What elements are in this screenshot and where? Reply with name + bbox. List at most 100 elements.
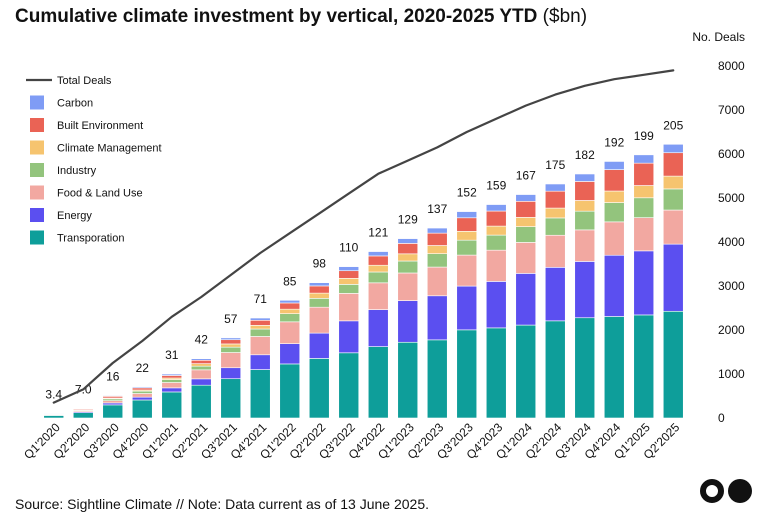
bar-industry-q4-2023 <box>485 234 507 251</box>
bar-carbon-q2-2023 <box>426 227 448 234</box>
bar-built-environment-q1-2025 <box>633 162 655 186</box>
right-tick-1000: 1000 <box>718 367 745 381</box>
total-label-q3-2024: 182 <box>575 148 595 162</box>
right-tick-2000: 2000 <box>718 323 745 337</box>
bar-built-environment-q2-2021 <box>190 359 212 364</box>
legend-label-industry: Industry <box>57 165 97 177</box>
bar-stack-q4-2024 <box>603 161 625 419</box>
bar-food-land-use-q3-2020 <box>102 400 124 404</box>
bar-built-environment-q2-2025 <box>662 152 684 177</box>
bar-energy-q3-2021 <box>220 367 242 380</box>
legend-label-climate-management: Climate Management <box>57 143 162 155</box>
total-label-q4-2024: 192 <box>604 135 624 149</box>
bar-climate-management-q4-2024 <box>603 190 625 203</box>
bar-transporation-q4-2023 <box>485 327 507 419</box>
bar-stack-q4-2021 <box>249 317 271 419</box>
bar-industry-q4-2021 <box>249 328 271 337</box>
bar-food-land-use-q1-2022 <box>279 321 301 344</box>
bar-food-land-use-q3-2021 <box>220 352 242 369</box>
bar-built-environment-q1-2024 <box>515 201 537 218</box>
bar-carbon-q3-2023 <box>456 211 478 219</box>
bar-climate-management-q2-2022 <box>308 292 330 299</box>
total-label-q1-2020: 3.4 <box>45 387 62 401</box>
bar-food-land-use-q1-2025 <box>633 217 655 252</box>
bar-climate-management-q1-2022 <box>279 308 301 314</box>
bar-transporation-q2-2020 <box>72 412 94 419</box>
total-label-q1-2022: 85 <box>283 274 297 288</box>
total-labels-group: 3.4 7.01622314257718598110121129137152159… <box>45 118 683 401</box>
bar-climate-management-q2-2024 <box>544 207 566 219</box>
bar-carbon-q1-2021 <box>161 373 183 376</box>
bar-stack-q1-2020 <box>43 413 65 419</box>
bar-energy-q1-2021 <box>161 387 183 393</box>
bar-built-environment-q3-2022 <box>338 270 360 279</box>
legend-swatch-energy <box>30 208 44 222</box>
bar-food-land-use-q2-2021 <box>190 369 212 380</box>
bar-built-environment-q1-2022 <box>279 302 301 310</box>
bar-stack-q3-2022 <box>338 266 360 419</box>
bar-stack-q3-2024 <box>574 173 596 419</box>
bar-stack-q4-2022 <box>367 251 389 419</box>
total-label-q2-2021: 42 <box>195 333 209 347</box>
bar-stack-q4-2020 <box>131 386 153 419</box>
bar-carbon-q2-2024 <box>544 183 566 192</box>
bar-carbon-q2-2025 <box>662 143 684 154</box>
bars-group <box>43 143 684 419</box>
total-label-q4-2022: 121 <box>368 226 388 240</box>
bar-built-environment-q2-2024 <box>544 190 566 209</box>
bar-food-land-use-q4-2024 <box>603 221 625 256</box>
bar-industry-q3-2024 <box>574 210 596 231</box>
bar-climate-management-q4-2023 <box>485 225 507 236</box>
total-label-q3-2023: 152 <box>457 186 477 200</box>
bar-carbon-q3-2024 <box>574 173 596 182</box>
bar-carbon-q4-2020 <box>131 386 153 389</box>
bar-stack-q2-2020 <box>72 407 94 419</box>
bar-transporation-q4-2022 <box>367 346 389 419</box>
total-label-q4-2023: 159 <box>486 179 506 193</box>
sightline-logo <box>700 479 752 503</box>
bar-stack-q3-2020 <box>102 395 124 419</box>
bar-energy-q3-2023 <box>456 285 478 331</box>
source-note: Source: Sightline Climate // Note: Data … <box>15 496 430 512</box>
bar-stack-q3-2021 <box>220 337 242 419</box>
bar-energy-q4-2023 <box>485 281 507 329</box>
bar-transporation-q4-2021 <box>249 369 271 419</box>
bar-energy-q1-2024 <box>515 273 537 326</box>
legend-swatch-industry <box>30 163 44 177</box>
total-label-q1-2024: 167 <box>516 169 536 183</box>
bar-energy-q2-2025 <box>662 243 684 312</box>
bar-stack-q3-2023 <box>456 211 478 419</box>
bar-industry-q4-2024 <box>603 202 625 223</box>
legend-label-energy: Energy <box>57 210 92 222</box>
bar-energy-q4-2022 <box>367 309 389 347</box>
legend-swatch-carbon <box>30 95 44 110</box>
bar-stack-q1-2025 <box>633 154 655 419</box>
right-tick-5000: 5000 <box>718 191 745 205</box>
bar-stack-q2-2024 <box>544 183 566 419</box>
bar-climate-management-q2-2025 <box>662 175 684 190</box>
legend-swatch-climate-management <box>30 140 44 155</box>
total-label-q2-2025: 205 <box>663 118 683 132</box>
bar-climate-management-q3-2023 <box>456 231 478 241</box>
bar-built-environment-q3-2023 <box>456 217 478 232</box>
total-deals-line <box>52 69 675 404</box>
bar-energy-q1-2025 <box>633 250 655 316</box>
bar-energy-q1-2022 <box>279 343 301 365</box>
logo-dot <box>728 479 752 503</box>
bar-stack-q4-2023 <box>485 204 507 419</box>
legend-label-total-deals: Total Deals <box>57 75 112 87</box>
bar-energy-q4-2020 <box>131 396 153 401</box>
bar-industry-q2-2021 <box>190 365 212 371</box>
bar-food-land-use-q3-2022 <box>338 293 360 322</box>
bar-industry-q1-2024 <box>515 226 537 243</box>
legend-label-food-land-use: Food & Land Use <box>57 188 143 200</box>
bar-carbon-q3-2022 <box>338 266 360 272</box>
bar-food-land-use-q3-2024 <box>574 229 596 262</box>
bar-carbon-q1-2025 <box>633 154 655 164</box>
bar-built-environment-q2-2023 <box>426 232 448 246</box>
bar-built-environment-q3-2024 <box>574 181 596 201</box>
right-axis: No. Deals 0 1000 2000 3000 4000 5000 6000 7000 80… <box>692 30 745 425</box>
bar-transporation-q2-2023 <box>426 339 448 419</box>
legend-item-total-deals: Total Deals <box>26 75 112 87</box>
